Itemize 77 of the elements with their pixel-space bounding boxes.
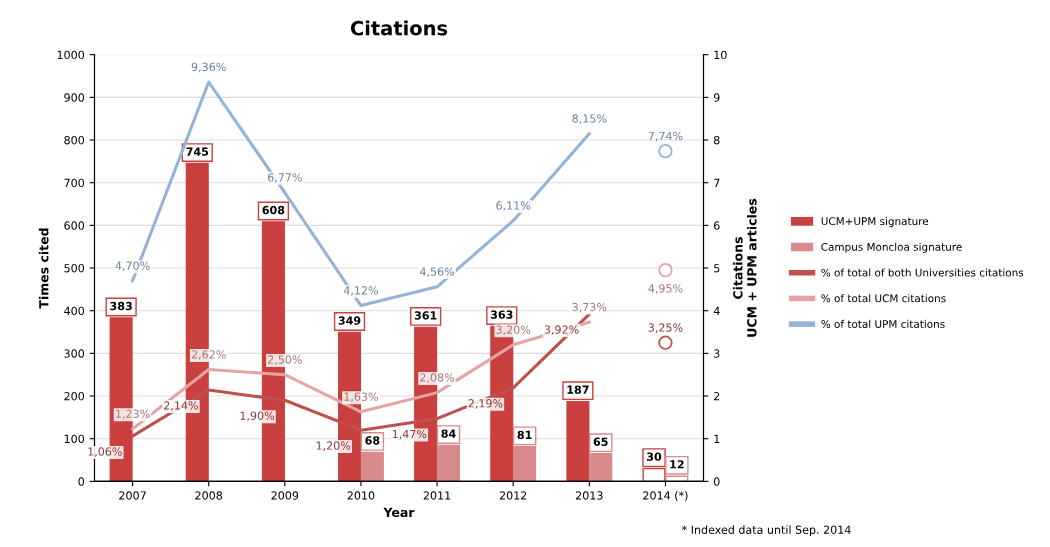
- data-label: 1,90%: [240, 411, 275, 422]
- data-label: 7,74%: [648, 131, 683, 142]
- data-label: 4,70%: [115, 261, 150, 272]
- chart-title: Citations: [350, 20, 448, 36]
- data-label: 1,63%: [344, 392, 378, 402]
- legend-label: % of total UPM citations: [821, 319, 945, 328]
- y-tick-label: 900: [64, 93, 85, 102]
- data-label: 4,95%: [648, 284, 683, 294]
- y2-tick-label: 6: [714, 221, 720, 230]
- data-label: 3,73%: [572, 302, 607, 313]
- y-tick-label: 600: [64, 221, 85, 230]
- data-label: 361: [414, 311, 437, 320]
- data-label: 3,20%: [496, 325, 531, 336]
- data-label: 1,47%: [392, 429, 427, 440]
- x-tick-label: 2013: [575, 491, 603, 500]
- y2-tick-label: 0: [713, 477, 720, 486]
- y2-tick-label: 4: [713, 306, 720, 315]
- y-tick-label: 400: [64, 306, 85, 316]
- x-tick-label: 2010: [347, 491, 375, 500]
- data-label: 2,62%: [191, 350, 226, 360]
- y-tick-label: 100: [64, 434, 85, 444]
- y-tick-label: 0: [78, 477, 85, 486]
- data-label: 84: [441, 429, 456, 438]
- data-label: 3,25%: [648, 323, 683, 333]
- x-tick-label: 2007: [119, 491, 146, 500]
- legend-label: Campus Moncloa signature: [821, 242, 962, 253]
- x-tick-label: 2009: [271, 491, 299, 500]
- y2-tick-label: 1: [714, 434, 720, 443]
- legend-label: % of total UCM citations: [821, 294, 946, 303]
- x-tick-label: 2008: [195, 491, 223, 500]
- data-label: 187: [567, 385, 589, 394]
- y2-tick-label: 3: [714, 349, 720, 358]
- data-label: 6,77%: [267, 173, 302, 183]
- x-axis-title: Year: [383, 507, 415, 518]
- data-label: 65: [593, 437, 608, 446]
- data-label: 4,56%: [419, 267, 455, 277]
- y2-tick-label: 10: [714, 50, 727, 60]
- y-axis-title: Times cited: [38, 228, 49, 309]
- data-label: 383: [110, 301, 132, 311]
- data-label: 1,20%: [316, 441, 351, 451]
- y2-axis-title: Citations UCM + UPM articles: [732, 198, 757, 337]
- x-tick-label: 2014 (*): [643, 491, 688, 501]
- y2-tick-label: 5: [714, 264, 720, 273]
- y2-tick-label: 8: [713, 136, 720, 145]
- data-label: 81: [517, 430, 532, 440]
- data-label: 3,92%: [544, 325, 579, 335]
- data-label: 6,11%: [496, 201, 531, 211]
- y-tick-label: 700: [64, 178, 85, 188]
- data-label: 8,15%: [572, 114, 607, 124]
- data-label: 363: [490, 310, 513, 319]
- data-label: 2,14%: [164, 401, 198, 411]
- text: * Indexed data until Sep. 2014: [681, 525, 851, 537]
- data-label: 9,36%: [191, 62, 226, 73]
- y-tick-label: 800: [64, 136, 85, 145]
- y-tick-label: 200: [64, 392, 85, 401]
- data-label: 12: [670, 460, 684, 469]
- x-tick-label: 2012: [499, 491, 527, 500]
- data-label: 1,06%: [88, 447, 122, 457]
- x-tick-label: 2011: [423, 491, 451, 500]
- data-label: 30: [647, 452, 662, 461]
- data-label: 1,23%: [116, 409, 150, 420]
- data-label: 745: [186, 147, 209, 156]
- legend-label: UCM+UPM signature: [821, 217, 929, 228]
- y-tick-label: 1000: [57, 50, 85, 60]
- y2-tick-label: 7: [714, 178, 720, 187]
- data-label: 2,19%: [468, 399, 503, 409]
- data-label: 349: [338, 316, 361, 325]
- data-label: 2,50%: [267, 355, 302, 365]
- legend-label: % of total of both Universities citations: [821, 268, 1024, 277]
- y-tick-label: 300: [64, 349, 85, 358]
- y2-tick-label: 9: [713, 93, 720, 102]
- data-label: 608: [262, 205, 285, 215]
- data-label: 4,12%: [343, 286, 378, 296]
- data-label: 2,08%: [420, 373, 455, 383]
- y-tick-label: 500: [64, 264, 85, 273]
- data-label: 68: [365, 436, 380, 445]
- y2-tick-label: 2: [714, 392, 720, 401]
